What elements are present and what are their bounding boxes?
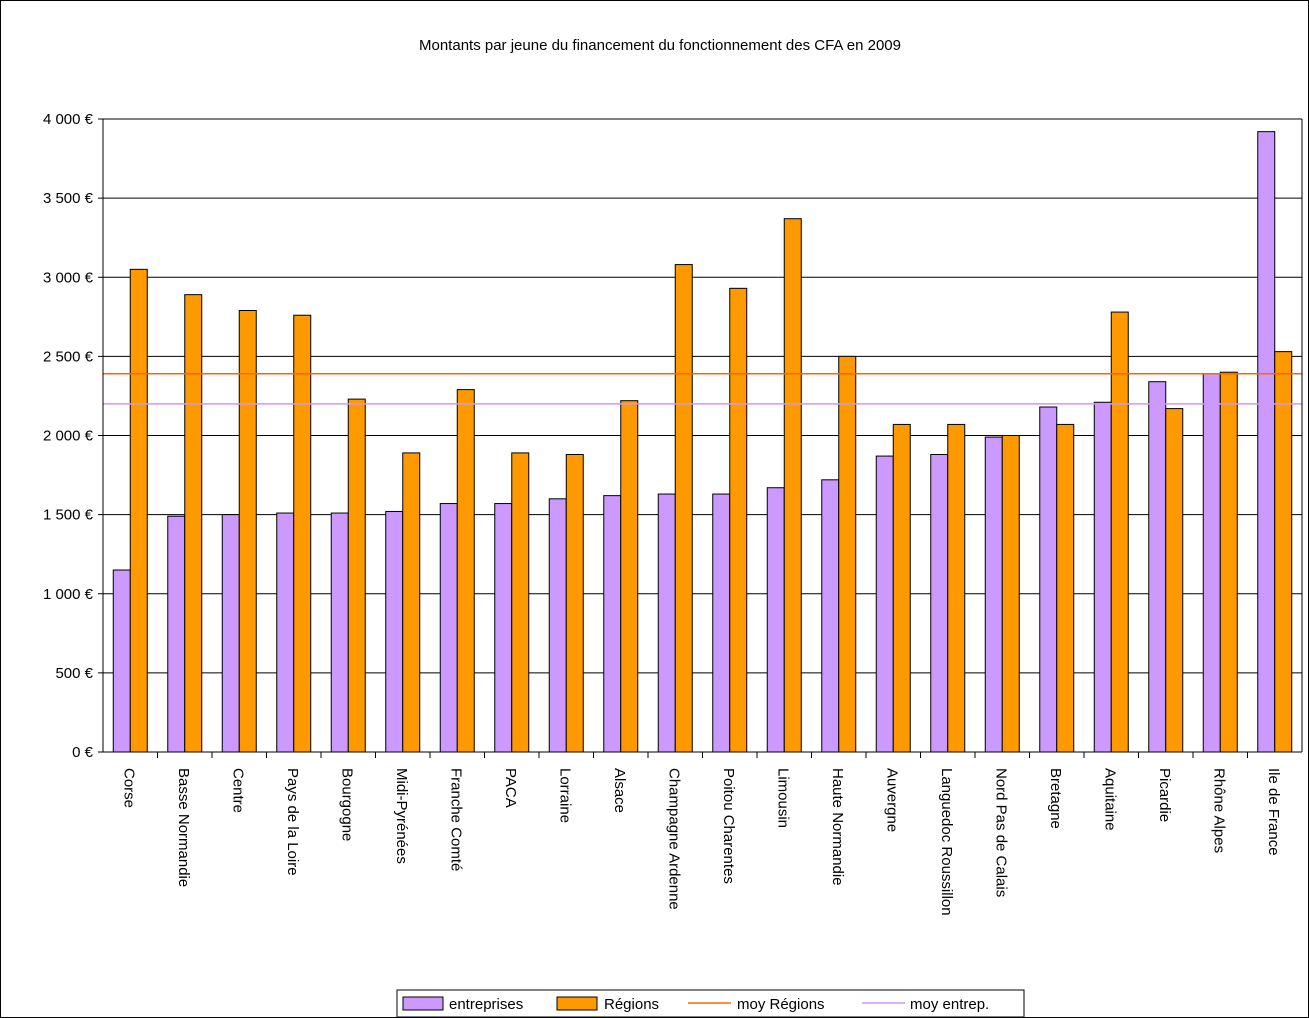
x-category-label: Aquitaine (1101, 768, 1118, 831)
x-category-label: Auvergne (883, 768, 900, 832)
bar-regions (1056, 423, 1075, 753)
bar-entreprises (112, 569, 131, 753)
x-category-label: Midi-Pyrénées (393, 768, 410, 864)
x-category-label: Alsace (611, 768, 628, 813)
y-tick-label: 500 € (55, 665, 93, 682)
y-axis-ticks: 0 € 500 € 1 000 € 1 500 € 2 000 € 2 500 € 3 00… (43, 111, 103, 761)
bar-regions (1110, 311, 1129, 753)
x-category-label: Basse Normandie (175, 768, 192, 887)
bar-regions (293, 314, 312, 753)
bar-entreprises (875, 455, 894, 753)
x-category-label: Picardie (1156, 768, 1173, 822)
bar-regions (238, 309, 257, 753)
x-category-label: Corse (120, 768, 137, 808)
y-tick-label: 3 000 € (43, 269, 94, 286)
x-category-label: Bourgogne (338, 768, 355, 841)
bar-entreprises (1202, 373, 1221, 753)
bar-regions (892, 423, 911, 753)
bar-entreprises (1257, 131, 1276, 753)
bar-regions (729, 287, 748, 753)
x-category-label: Languedoc Roussillon (938, 768, 955, 916)
legend-label-regions: Régions (604, 996, 659, 1013)
bar-entreprises (276, 512, 295, 753)
legend-swatch-regions (556, 996, 598, 1011)
axes (102, 119, 1303, 758)
legend-label-moy-entrep: moy entrep. (910, 996, 989, 1013)
y-tick-label: 3 500 € (43, 190, 94, 207)
category-labels: Corse Basse Normandie Centre Pays de la Loi… (120, 768, 1282, 916)
bar-regions (511, 452, 530, 753)
bar-regions (947, 423, 966, 753)
x-category-label: Centre (229, 768, 246, 813)
bar-regions (1274, 351, 1293, 753)
x-category-label: Poitou Charentes (720, 768, 737, 884)
bar-entreprises (1093, 401, 1112, 753)
legend-box (396, 989, 1025, 1018)
x-category-label: PACA (502, 768, 519, 808)
x-category-label: Nord Pas de Calais (992, 768, 1009, 897)
bar-entreprises (712, 493, 731, 753)
bar-entreprises (167, 515, 186, 753)
bar-regions (783, 218, 802, 753)
x-category-label: Limousin (774, 768, 791, 828)
x-category-label: Franche Comté (447, 768, 464, 871)
bar-entreprises (603, 495, 622, 753)
legend: entreprises Régions moy Régions moy entrep. (396, 989, 1025, 1018)
y-tick-label: 4 000 € (43, 111, 94, 128)
bar-regions (838, 355, 857, 753)
bar-regions (402, 452, 421, 753)
x-category-label: Champagne Ardenne (665, 768, 682, 910)
x-category-label: Bretagne (1047, 768, 1064, 829)
bar-entreprises (821, 479, 840, 753)
bar-entreprises (385, 510, 404, 753)
legend-label-moy-regions: moy Régions (737, 996, 825, 1013)
legend-swatch-entreprises (402, 996, 444, 1011)
bar-entreprises (1148, 381, 1167, 753)
y-tick-label: 2 000 € (43, 428, 94, 445)
chart-title: Montants par jeune du financement du fon… (419, 37, 901, 54)
bar-entreprises (494, 503, 513, 753)
x-category-label: Rhône Alpes (1210, 768, 1227, 853)
bar-regions (1001, 435, 1020, 753)
bar-regions (129, 268, 148, 753)
bar-regions (1165, 408, 1184, 753)
bar-entreprises (657, 493, 676, 753)
bar-regions (347, 398, 366, 753)
y-tick-label: 1 000 € (43, 586, 94, 603)
y-tick-label: 2 500 € (43, 348, 94, 365)
bar-entreprises (330, 512, 349, 753)
bars (112, 131, 1293, 753)
bar-entreprises (930, 453, 949, 753)
x-category-label: Pays de la Loire (284, 768, 301, 876)
bar-entreprises (1039, 406, 1058, 753)
legend-label-entreprises: entreprises (449, 996, 523, 1013)
bar-regions (456, 389, 475, 753)
y-tick-label: 0 € (72, 744, 94, 761)
x-category-label: Haute Normandie (829, 768, 846, 886)
bar-regions (184, 294, 203, 753)
x-category-label: Lorraine (556, 768, 573, 823)
reference-lines (103, 373, 1302, 405)
bar-regions (674, 264, 693, 753)
bar-regions (620, 400, 639, 753)
bar-entreprises (766, 487, 785, 753)
bar-entreprises (439, 503, 458, 753)
bar-entreprises (548, 498, 567, 753)
bar-regions (565, 453, 584, 753)
bar-entreprises (221, 514, 240, 753)
x-category-label: Ile de France (1265, 768, 1282, 856)
bar-regions (1219, 371, 1238, 753)
bar-entreprises (984, 436, 1003, 753)
y-tick-label: 1 500 € (43, 507, 94, 524)
